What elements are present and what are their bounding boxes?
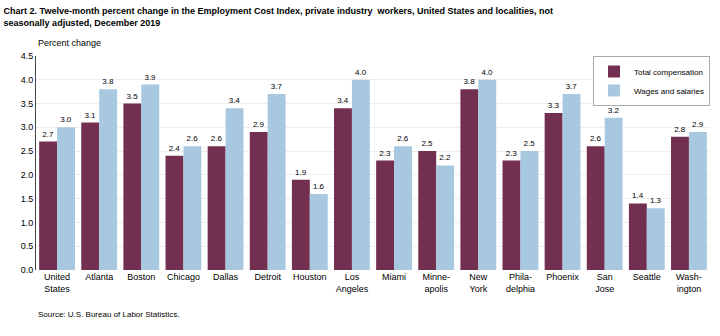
svg-text:4.0: 4.0 bbox=[355, 68, 367, 77]
svg-text:4.0: 4.0 bbox=[481, 68, 493, 77]
svg-text:Wages and salaries: Wages and salaries bbox=[634, 87, 704, 96]
svg-text:Miami: Miami bbox=[382, 272, 406, 282]
svg-text:LosAngeles: LosAngeles bbox=[336, 272, 369, 294]
svg-text:2.4: 2.4 bbox=[169, 144, 181, 153]
svg-text:3.5: 3.5 bbox=[127, 92, 139, 101]
svg-text:Boston: Boston bbox=[127, 272, 155, 282]
svg-text:2.5: 2.5 bbox=[21, 146, 34, 156]
svg-text:Phoenix: Phoenix bbox=[546, 272, 579, 282]
svg-text:NewYork: NewYork bbox=[469, 272, 488, 294]
svg-text:3.8: 3.8 bbox=[102, 77, 114, 86]
svg-text:4.5: 4.5 bbox=[21, 51, 34, 61]
svg-text:2.3: 2.3 bbox=[379, 149, 391, 158]
svg-text:Wash-ington: Wash-ington bbox=[676, 272, 702, 294]
svg-text:2.6: 2.6 bbox=[590, 134, 602, 143]
svg-text:Source: U.S. Bureau of Labor S: Source: U.S. Bureau of Labor Statistics. bbox=[38, 310, 179, 319]
svg-text:Houston: Houston bbox=[293, 272, 327, 282]
svg-text:3.2: 3.2 bbox=[608, 106, 620, 115]
svg-text:Atlanta: Atlanta bbox=[85, 272, 113, 282]
svg-text:3.8: 3.8 bbox=[464, 77, 476, 86]
svg-text:1.6: 1.6 bbox=[313, 182, 325, 191]
svg-text:Dallas: Dallas bbox=[213, 272, 239, 282]
svg-text:Detroit: Detroit bbox=[254, 272, 281, 282]
svg-text:Chicago: Chicago bbox=[167, 272, 200, 282]
svg-text:1.3: 1.3 bbox=[650, 196, 662, 205]
svg-text:1.5: 1.5 bbox=[21, 194, 34, 204]
svg-text:2.8: 2.8 bbox=[674, 125, 686, 134]
svg-text:2.0: 2.0 bbox=[21, 170, 34, 180]
svg-text:3.1: 3.1 bbox=[84, 111, 96, 120]
svg-text:2.6: 2.6 bbox=[187, 134, 199, 143]
svg-text:3.5: 3.5 bbox=[21, 99, 34, 109]
svg-text:3.3: 3.3 bbox=[548, 101, 560, 110]
svg-text:1.4: 1.4 bbox=[632, 191, 644, 200]
svg-text:UnitedStates: UnitedStates bbox=[44, 272, 70, 294]
svg-text:1.0: 1.0 bbox=[21, 218, 34, 228]
svg-text:2.3: 2.3 bbox=[506, 149, 518, 158]
svg-text:Phila-delphia: Phila-delphia bbox=[506, 272, 535, 294]
svg-text:0.5: 0.5 bbox=[21, 241, 34, 251]
svg-text:Percent change: Percent change bbox=[38, 38, 101, 48]
svg-text:3.0: 3.0 bbox=[60, 115, 72, 124]
svg-text:0.0: 0.0 bbox=[21, 265, 34, 275]
svg-text:SanJose: SanJose bbox=[595, 272, 614, 294]
svg-text:Minne-apolis: Minne-apolis bbox=[422, 272, 450, 294]
svg-text:4.0: 4.0 bbox=[21, 75, 34, 85]
svg-text:Chart 2. Twelve-month percent: Chart 2. Twelve-month percent change in … bbox=[4, 6, 553, 28]
svg-text:Seattle: Seattle bbox=[633, 272, 661, 282]
svg-text:3.0: 3.0 bbox=[21, 122, 34, 132]
svg-text:2.5: 2.5 bbox=[524, 139, 536, 148]
svg-text:3.7: 3.7 bbox=[271, 82, 283, 91]
svg-text:Total compensation: Total compensation bbox=[634, 68, 703, 77]
svg-text:2.9: 2.9 bbox=[692, 120, 704, 129]
svg-text:2.9: 2.9 bbox=[253, 120, 265, 129]
svg-text:2.6: 2.6 bbox=[211, 134, 223, 143]
svg-text:2.6: 2.6 bbox=[397, 134, 409, 143]
svg-text:3.4: 3.4 bbox=[229, 96, 241, 105]
svg-text:1.9: 1.9 bbox=[295, 168, 307, 177]
svg-text:2.7: 2.7 bbox=[42, 130, 54, 139]
svg-text:2.5: 2.5 bbox=[421, 139, 433, 148]
svg-text:2.2: 2.2 bbox=[439, 153, 451, 162]
svg-text:3.7: 3.7 bbox=[566, 82, 578, 91]
svg-text:3.9: 3.9 bbox=[144, 73, 156, 82]
svg-text:3.4: 3.4 bbox=[337, 96, 349, 105]
